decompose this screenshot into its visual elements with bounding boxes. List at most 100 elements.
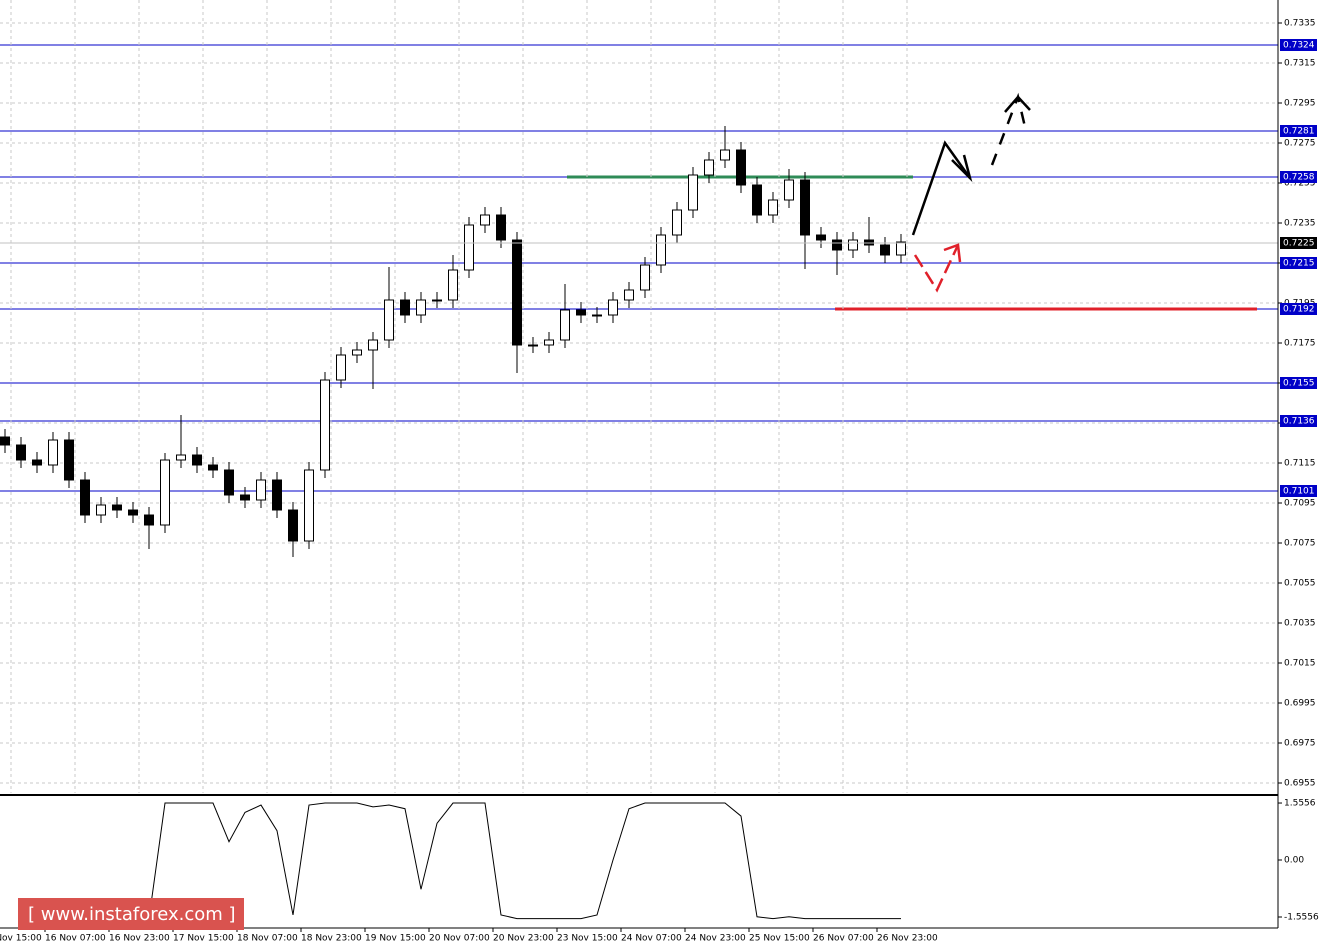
y-tick-label: 0.7035	[1284, 619, 1316, 629]
level-label: 0.7155	[1283, 379, 1315, 389]
candle-body	[48, 439, 58, 466]
candle-body	[784, 179, 794, 201]
y-tick-label: 0.7255	[1284, 179, 1316, 189]
arrow	[911, 140, 972, 236]
candle-body	[304, 469, 314, 542]
candle-body	[592, 314, 602, 317]
arrowhead	[951, 154, 973, 183]
forecast-arrows	[911, 92, 1031, 293]
x-tick-label: 20 Nov 07:00	[429, 934, 490, 944]
x-tick-label: 18 Nov 23:00	[301, 934, 362, 944]
current-price-label: 0.7225	[1283, 239, 1315, 249]
candle-body	[720, 149, 730, 161]
candle-body	[112, 504, 122, 511]
level-label-bg	[1280, 257, 1317, 269]
candle-body	[640, 264, 650, 291]
candle-body	[288, 509, 298, 542]
candle-body	[352, 349, 362, 356]
candle-body	[208, 464, 218, 471]
y-tick-label: 0.7275	[1284, 139, 1316, 149]
level-label: 0.7136	[1283, 417, 1315, 427]
candle-body	[272, 479, 282, 511]
candle-body	[416, 299, 426, 316]
candle-body	[16, 444, 26, 461]
y-tick-label: 0.6995	[1284, 699, 1316, 709]
y-tick-label: 0.7175	[1284, 339, 1316, 349]
candle-body	[336, 354, 346, 381]
level-label-bg	[1280, 125, 1317, 137]
y-tick-label: 0.7055	[1284, 579, 1316, 589]
watermark-bg	[18, 898, 244, 930]
y-tick-label: 0.7235	[1284, 219, 1316, 229]
candle-body	[256, 479, 266, 501]
arrowhead	[943, 243, 962, 263]
candle-body	[432, 299, 442, 302]
watermark: [ www.instaforex.com ]	[28, 904, 236, 925]
candle-body	[384, 299, 394, 341]
candle-body	[816, 234, 826, 241]
candle-body	[800, 179, 810, 236]
level-label-bg	[1280, 303, 1317, 315]
candle-body	[512, 239, 522, 346]
candle-body	[896, 241, 906, 256]
candle-body	[176, 454, 186, 461]
candle-body	[464, 224, 474, 271]
candle-body	[848, 239, 858, 251]
candle-body	[480, 214, 490, 226]
level-label: 0.7101	[1283, 487, 1315, 497]
x-tick-label: 24 Nov 07:00	[621, 934, 682, 944]
y-tick-label: 0.6975	[1284, 739, 1316, 749]
x-tick-label: 20 Nov 23:00	[493, 934, 554, 944]
candle-body	[624, 289, 634, 301]
y-tick-label: 0.7115	[1284, 459, 1316, 469]
candle-body	[560, 309, 570, 341]
candle-body	[160, 459, 170, 526]
level-label-bg	[1280, 171, 1317, 183]
x-tick-label: 19 Nov 15:00	[365, 934, 426, 944]
candle-body	[736, 149, 746, 186]
level-label: 0.7324	[1283, 41, 1315, 51]
x-tick-label: 15 Nov 15:00	[0, 934, 42, 944]
candle-body	[656, 234, 666, 266]
candle-body	[320, 379, 330, 471]
candle-body	[704, 159, 714, 176]
candle-body	[400, 299, 410, 316]
level-label: 0.7258	[1283, 173, 1315, 183]
y-tick-label: 0.7295	[1284, 99, 1316, 109]
current-price-bg	[1280, 237, 1317, 249]
y-tick-label: 0.00	[1284, 856, 1304, 866]
x-tick-label: 16 Nov 07:00	[45, 934, 106, 944]
x-tick-label: 16 Nov 23:00	[109, 934, 170, 944]
x-tick-label: 18 Nov 07:00	[237, 934, 298, 944]
candle-body	[64, 439, 74, 481]
candle-body	[32, 459, 42, 466]
level-label-bg	[1280, 39, 1317, 51]
x-tick-label: 24 Nov 23:00	[685, 934, 746, 944]
candle-body	[80, 479, 90, 516]
x-tick-label: 26 Nov 23:00	[877, 934, 938, 944]
level-label: 0.7215	[1283, 259, 1315, 269]
arrow	[913, 244, 960, 293]
candle-body	[496, 214, 506, 241]
x-tick-label: 25 Nov 15:00	[749, 934, 810, 944]
level-label-bg	[1280, 485, 1317, 497]
level-label: 0.7192	[1283, 305, 1315, 315]
y-tick-label: 0.7315	[1284, 59, 1316, 69]
y-tick-label: 0.6955	[1284, 779, 1316, 789]
candle-body	[576, 309, 586, 316]
level-label-bg	[1280, 415, 1317, 427]
candle-body	[240, 494, 250, 501]
arrowhead	[1004, 95, 1031, 113]
candle-body	[128, 509, 138, 516]
level-label: 0.7281	[1283, 127, 1315, 137]
candle-body	[144, 514, 154, 526]
candle-body	[0, 436, 10, 446]
candle-body	[368, 339, 378, 351]
candle-body	[752, 184, 762, 216]
candle-body	[96, 504, 106, 516]
candle-body	[672, 209, 682, 236]
candle-body	[224, 469, 234, 496]
